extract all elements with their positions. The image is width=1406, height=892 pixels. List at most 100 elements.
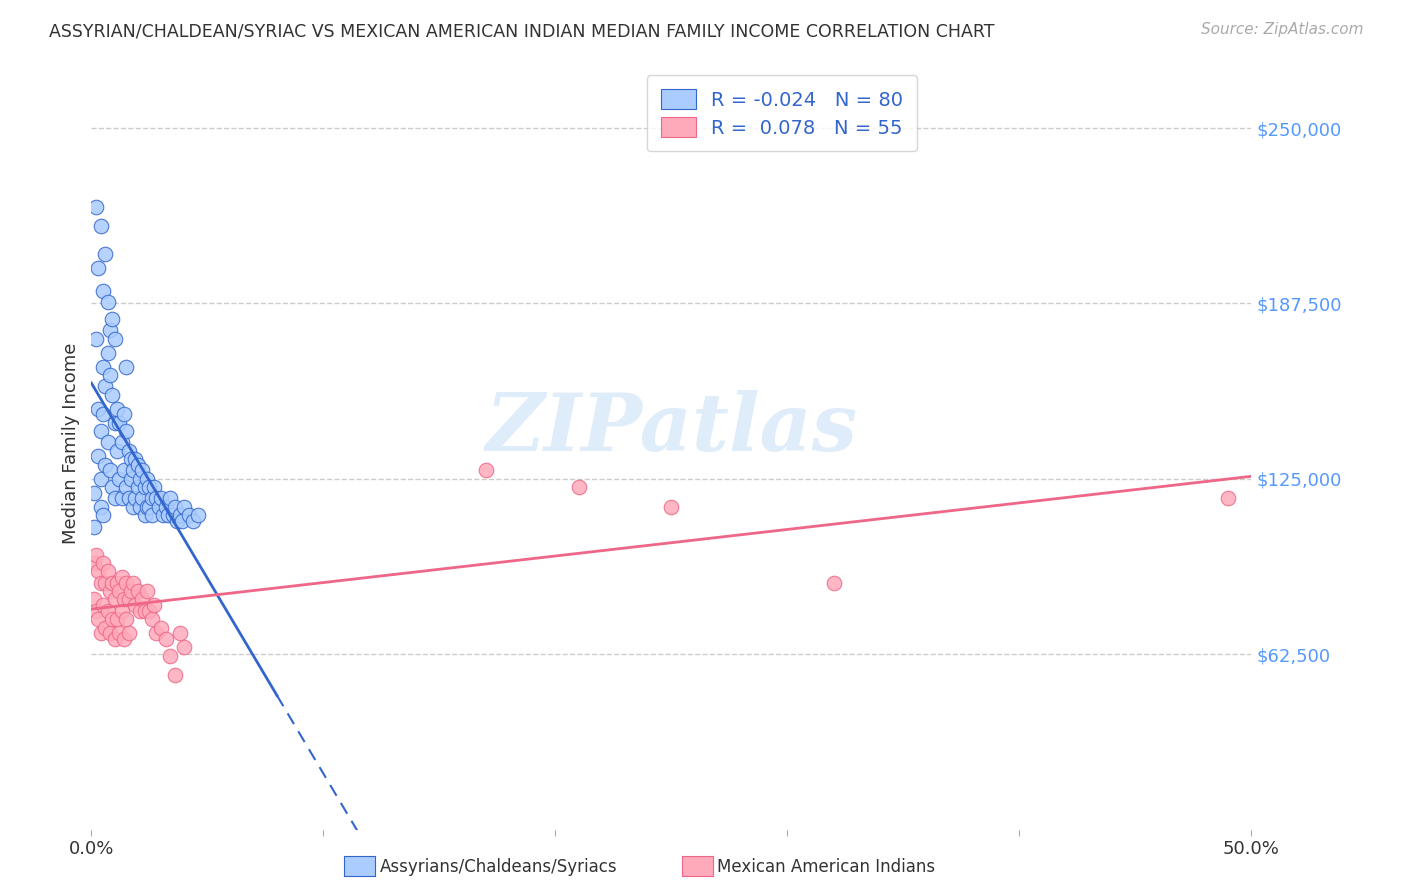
Point	[127, 458, 149, 472]
Point	[187, 508, 209, 523]
Point	[131, 463, 153, 477]
Point	[91, 508, 114, 523]
Point	[104, 592, 127, 607]
Point	[170, 514, 193, 528]
Point	[83, 556, 105, 570]
Y-axis label: Median Family Income: Median Family Income	[62, 343, 80, 544]
Point	[91, 407, 114, 421]
Point	[84, 548, 107, 562]
Point	[83, 519, 105, 533]
Point	[115, 575, 138, 590]
Point	[110, 570, 132, 584]
Point	[110, 435, 132, 450]
Point	[115, 480, 138, 494]
Point	[90, 500, 112, 514]
Point	[97, 565, 120, 579]
Point	[122, 463, 145, 477]
Point	[120, 472, 142, 486]
Point	[474, 463, 498, 477]
Point	[136, 500, 159, 514]
Point	[104, 491, 127, 506]
Text: Assyrians/Chaldeans/Syriacs: Assyrians/Chaldeans/Syriacs	[380, 858, 617, 876]
Point	[129, 604, 152, 618]
Point	[163, 500, 186, 514]
Point	[112, 632, 135, 646]
Point	[659, 500, 682, 514]
Point	[90, 424, 112, 438]
Point	[117, 491, 139, 506]
Point	[108, 472, 131, 486]
Text: ZIPatlas: ZIPatlas	[485, 390, 858, 467]
Point	[117, 592, 139, 607]
Point	[173, 640, 195, 655]
Point	[169, 626, 191, 640]
Point	[134, 480, 156, 494]
Point	[84, 604, 107, 618]
Point	[129, 472, 152, 486]
Point	[136, 472, 159, 486]
Point	[138, 500, 160, 514]
Point	[152, 508, 174, 523]
Point	[105, 575, 128, 590]
Point	[104, 632, 127, 646]
Point	[101, 612, 124, 626]
Point	[115, 359, 138, 374]
Point	[823, 575, 845, 590]
Point	[141, 508, 163, 523]
Point	[101, 312, 124, 326]
Point	[163, 668, 186, 682]
Point	[91, 556, 114, 570]
Point	[104, 332, 127, 346]
Point	[90, 575, 112, 590]
Point	[134, 508, 156, 523]
Point	[122, 500, 145, 514]
Point	[120, 584, 142, 599]
Point	[127, 584, 149, 599]
Legend: R = -0.024   N = 80, R =  0.078   N = 55: R = -0.024 N = 80, R = 0.078 N = 55	[647, 76, 917, 152]
Point	[143, 480, 166, 494]
Point	[112, 407, 135, 421]
Point	[117, 443, 139, 458]
Point	[162, 508, 184, 523]
Point	[90, 472, 112, 486]
Point	[145, 626, 167, 640]
Point	[94, 621, 117, 635]
Point	[91, 359, 114, 374]
Point	[169, 508, 191, 523]
Point	[112, 592, 135, 607]
Point	[159, 491, 181, 506]
Point	[98, 463, 121, 477]
Point	[101, 575, 124, 590]
Point	[138, 480, 160, 494]
Point	[94, 247, 117, 261]
Point	[90, 626, 112, 640]
Point	[84, 200, 107, 214]
Point	[97, 604, 120, 618]
Point	[143, 598, 166, 612]
Point	[131, 592, 153, 607]
Point	[148, 500, 170, 514]
Point	[87, 401, 110, 416]
Point	[141, 612, 163, 626]
Point	[173, 500, 195, 514]
Point	[108, 626, 131, 640]
Point	[91, 598, 114, 612]
Point	[108, 416, 131, 430]
Point	[177, 508, 200, 523]
Point	[155, 632, 177, 646]
Point	[149, 621, 172, 635]
Text: Mexican American Indians: Mexican American Indians	[717, 858, 935, 876]
Point	[97, 345, 120, 359]
Point	[98, 368, 121, 382]
Point	[87, 612, 110, 626]
Point	[97, 295, 120, 310]
Point	[115, 612, 138, 626]
Text: Source: ZipAtlas.com: Source: ZipAtlas.com	[1201, 22, 1364, 37]
Text: ASSYRIAN/CHALDEAN/SYRIAC VS MEXICAN AMERICAN INDIAN MEDIAN FAMILY INCOME CORRELA: ASSYRIAN/CHALDEAN/SYRIAC VS MEXICAN AMER…	[49, 22, 994, 40]
Point	[124, 491, 146, 506]
Point	[98, 323, 121, 337]
Point	[108, 584, 131, 599]
Point	[136, 584, 159, 599]
Point	[94, 379, 117, 393]
Point	[124, 452, 146, 467]
